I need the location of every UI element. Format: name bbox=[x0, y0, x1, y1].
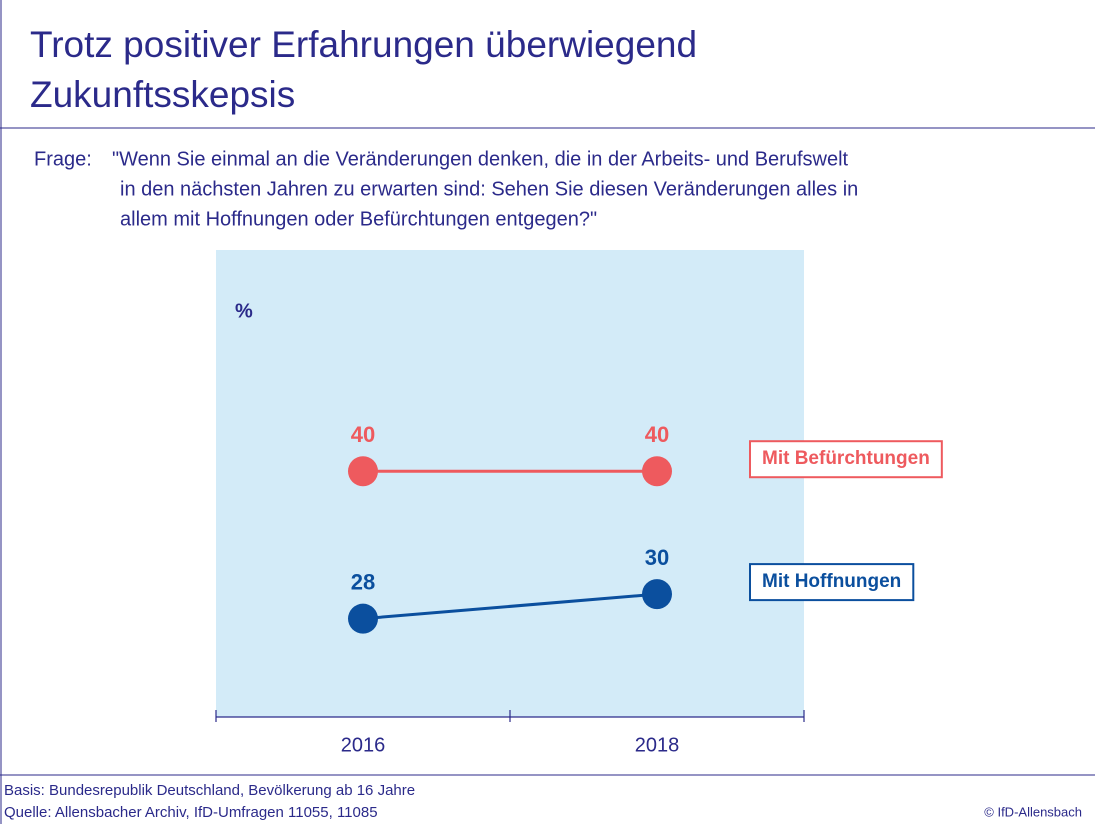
footnote: Quelle: Allensbacher Archiv, IfD-Umfrage… bbox=[4, 804, 378, 821]
data-label: 28 bbox=[351, 569, 375, 594]
legend-box bbox=[749, 563, 915, 602]
data-label: 40 bbox=[351, 422, 375, 447]
data-label: 30 bbox=[645, 545, 669, 570]
data-point bbox=[348, 456, 378, 487]
series-line bbox=[362, 592, 658, 621]
plot-area bbox=[216, 250, 804, 717]
legend-label: Mit Befürchtungen bbox=[762, 448, 930, 469]
chart-title: Zukunftsskepsis bbox=[30, 74, 295, 115]
legend-box bbox=[749, 440, 943, 479]
data-point bbox=[642, 456, 672, 487]
chart-title: Trotz positiver Erfahrungen überwiegend bbox=[30, 24, 697, 65]
question-label: Frage: bbox=[34, 148, 92, 170]
question: allem mit Hoffnungen oder Befürchtungen … bbox=[120, 208, 597, 230]
question: "Wenn Sie einmal an die Veränderungen de… bbox=[112, 148, 849, 170]
data-label: 40 bbox=[645, 422, 669, 447]
legend-label: Mit Hoffnungen bbox=[762, 571, 901, 592]
x-tick-label: 2016 bbox=[341, 734, 386, 756]
credit: © IfD-Allensbach bbox=[984, 804, 1082, 819]
footnote: Basis: Bundesrepublik Deutschland, Bevöl… bbox=[4, 782, 415, 799]
x-tick-label: 2018 bbox=[635, 734, 680, 756]
unit-label: % bbox=[235, 300, 253, 322]
data-point bbox=[348, 603, 378, 634]
data-point bbox=[642, 579, 672, 610]
question: in den nächsten Jahren zu erwarten sind:… bbox=[120, 178, 858, 200]
